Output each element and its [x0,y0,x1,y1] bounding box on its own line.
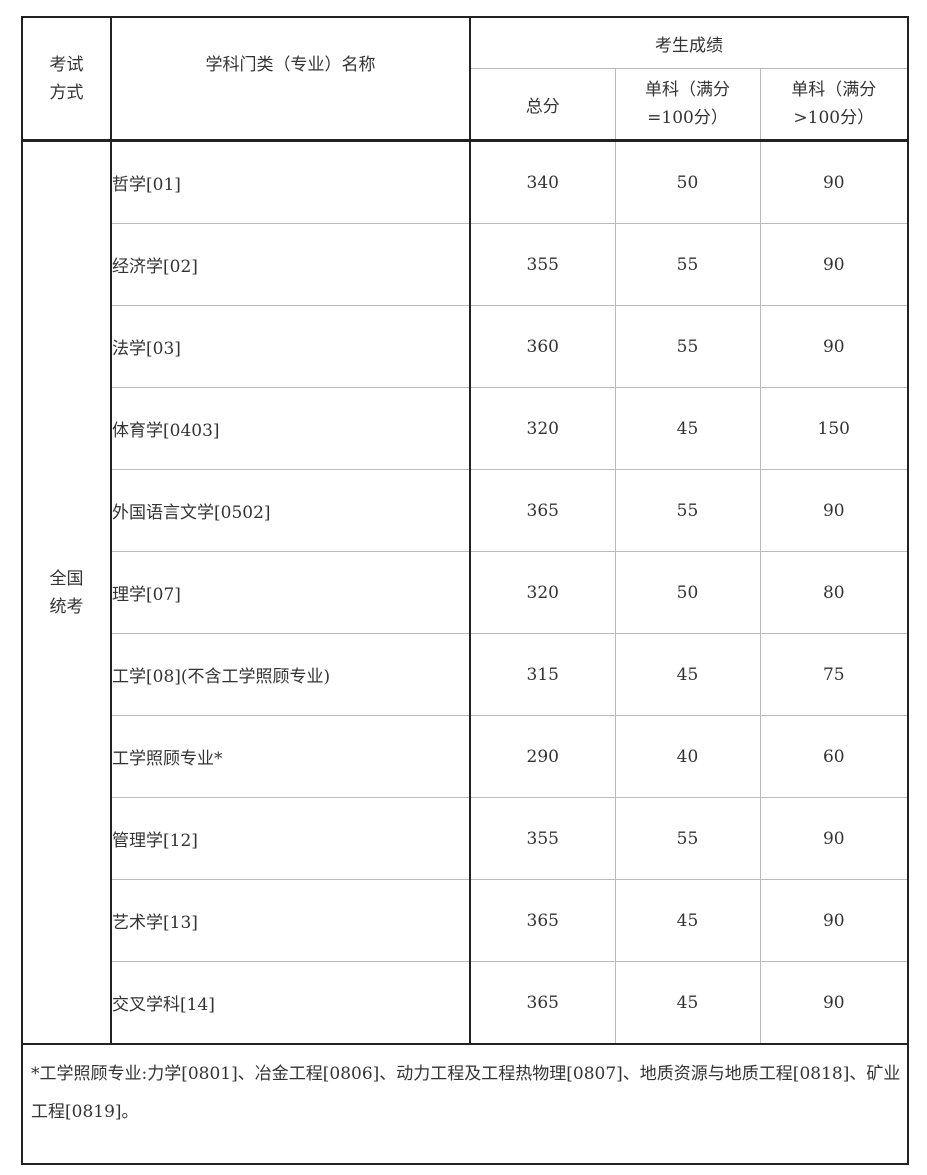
total-score: 365 [469,879,616,962]
single-100-score: 55 [614,469,761,552]
total-score: 355 [469,797,616,880]
single-over-100-score: 90 [759,797,910,880]
header-single-over-100-text: 单科（满分>100分） [791,80,877,128]
exam-method-cell: 全国统考 [21,140,112,1045]
single-100-score: 50 [614,551,761,634]
total-score: 320 [469,551,616,634]
header-single-100-text: 单科（满分=100分） [645,80,730,128]
table-row: 管理学[12] 355 55 90 [22,797,910,880]
table-row: 经济学[02] 355 55 90 [22,223,910,306]
table-row: 工学照顾专业* 290 40 60 [22,715,910,798]
total-score: 340 [469,140,616,224]
header-total: 总分 [469,68,616,142]
table-row: 外国语言文学[0502] 365 55 90 [22,469,910,552]
single-over-100-score: 90 [759,469,910,552]
footnote: *工学照顾专业:力学[0801]、冶金工程[0806]、动力工程及工程热物理[0… [20,1043,910,1165]
total-score: 355 [469,223,616,306]
single-100-score: 45 [614,961,761,1045]
table-row: 工学[08](不含工学照顾专业) 315 45 75 [22,633,910,716]
single-over-100-score: 80 [759,551,910,634]
single-over-100-score: 75 [759,633,910,716]
discipline-name: 法学[03] [110,305,471,388]
header-exam-method: 考试方式 [21,16,112,142]
discipline-name: 外国语言文学[0502] [110,469,471,552]
header-single-100: 单科（满分=100分） [614,68,761,142]
table-row: 全国统考 哲学[01] 340 50 90 [21,140,910,1045]
single-over-100-score: 60 [759,715,910,798]
single-over-100-score: 150 [759,387,910,470]
discipline-name: 哲学[01] [110,140,471,224]
discipline-name: 管理学[12] [110,797,471,880]
header-discipline-name: 学科门类（专业）名称 [110,16,471,142]
header-exam-method-text: 考试方式 [49,54,84,103]
single-100-score: 45 [614,633,761,716]
discipline-name: 工学[08](不含工学照顾专业) [110,633,471,716]
table-row: 体育学[0403] 320 45 150 [22,387,910,470]
header-single-over-100: 单科（满分>100分） [759,68,910,142]
discipline-name: 经济学[02] [110,223,471,306]
exam-method-value: 全国统考 [49,568,84,617]
single-over-100-score: 90 [759,223,910,306]
discipline-name: 交叉学科[14] [110,961,471,1045]
total-score: 315 [469,633,616,716]
single-100-score: 45 [614,387,761,470]
header-scores-group: 考生成绩 [469,16,910,69]
discipline-name: 理学[07] [110,551,471,634]
table-row: 理学[07] 320 50 80 [22,551,910,634]
table-row: 法学[03] 360 55 90 [22,305,910,388]
total-score: 360 [469,305,616,388]
total-score: 365 [469,961,616,1045]
total-score: 320 [469,387,616,470]
single-100-score: 55 [614,223,761,306]
single-over-100-score: 90 [759,140,910,224]
table-row: 艺术学[13] 365 45 90 [22,879,910,962]
discipline-name: 工学照顾专业* [110,715,471,798]
discipline-name: 艺术学[13] [110,879,471,962]
single-100-score: 50 [614,140,761,224]
single-100-score: 45 [614,879,761,962]
score-table: 考试方式 学科门类（专业）名称 考生成绩 总分 单科（满分=100分） 单科（满… [20,16,910,1165]
single-100-score: 55 [614,797,761,880]
table-row: 交叉学科[14] 365 45 90 [22,961,910,1045]
single-over-100-score: 90 [759,305,910,388]
single-100-score: 40 [614,715,761,798]
single-100-score: 55 [614,305,761,388]
total-score: 290 [469,715,616,798]
single-over-100-score: 90 [759,961,910,1045]
discipline-name: 体育学[0403] [110,387,471,470]
single-over-100-score: 90 [759,879,910,962]
total-score: 365 [469,469,616,552]
